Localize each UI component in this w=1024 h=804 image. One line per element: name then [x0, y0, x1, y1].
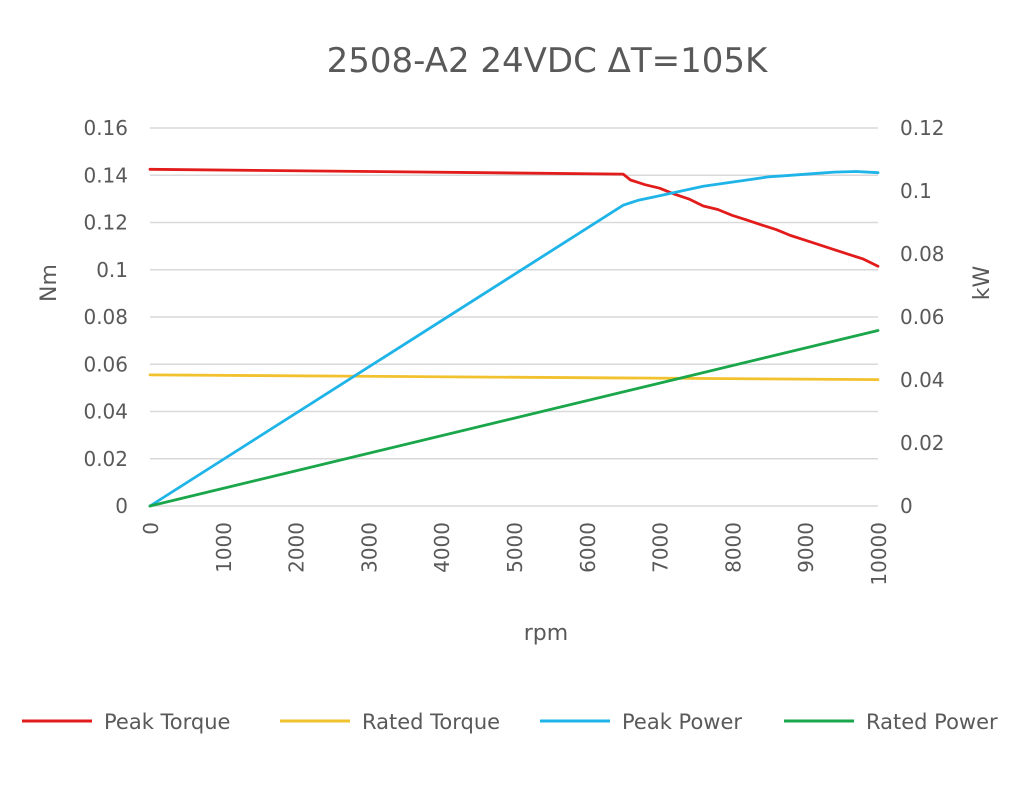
y-right-tick-label: 0 [900, 494, 913, 518]
legend-label: Peak Power [622, 710, 742, 734]
y-right-tick-label: 0.08 [900, 242, 945, 266]
y-axis-right-label: kW [970, 266, 995, 301]
y-right-tick-label: 0.1 [900, 179, 932, 203]
y-left-tick-label: 0.12 [83, 211, 128, 235]
y-left-tick-label: 0 [115, 494, 128, 518]
left-axis-ticks: 0 0.02 0.04 0.06 0.08 0.1 0.12 0.14 0.16 [83, 116, 128, 518]
y-right-tick-label: 0.04 [900, 368, 945, 392]
x-tick-label: 5000 [503, 522, 527, 573]
x-tick-label: 6000 [576, 522, 600, 573]
x-tick-label: 0 [139, 522, 163, 535]
y-left-tick-label: 0.06 [83, 352, 128, 376]
legend-label: Rated Torque [362, 710, 500, 734]
x-tick-label: 4000 [430, 522, 454, 573]
x-tick-label: 1000 [212, 522, 236, 573]
legend-label: Rated Power [866, 710, 998, 734]
y-right-tick-label: 0.02 [900, 431, 945, 455]
x-tick-label: 10000 [867, 522, 891, 586]
legend: Peak Torque Rated Torque Peak Power Rated P… [22, 710, 998, 734]
x-axis-ticks: 0 1000 2000 3000 4000 5000 6000 7000 8000 9000 100… [139, 522, 891, 586]
x-tick-label: 7000 [649, 522, 673, 573]
x-tick-label: 3000 [357, 522, 381, 573]
legend-label: Peak Torque [104, 710, 230, 734]
series-line-rated-torque [148, 373, 880, 382]
series-layer [148, 167, 880, 508]
y-left-tick-label: 0.02 [83, 447, 128, 471]
x-tick-label: 8000 [721, 522, 745, 573]
x-tick-label: 9000 [794, 522, 818, 573]
x-axis-label: rpm [524, 621, 568, 646]
series-line-peak-torque [148, 167, 880, 268]
y-left-tick-label: 0.04 [83, 400, 128, 424]
y-axis-left-label: Nm [37, 264, 62, 302]
y-right-tick-label: 0.06 [900, 305, 945, 329]
chart-title: 2508-A2 24VDC ΔT=105K [327, 41, 769, 81]
x-tick-label: 2000 [285, 522, 309, 573]
right-axis-ticks: 0 0.02 0.04 0.06 0.08 0.1 0.12 [900, 116, 945, 518]
y-left-tick-label: 0.14 [83, 163, 128, 187]
gridlines [150, 127, 878, 507]
series-line-rated-power [148, 329, 880, 508]
y-right-tick-label: 0.12 [900, 116, 945, 140]
y-left-tick-label: 0.16 [83, 116, 128, 140]
y-left-tick-label: 0.08 [83, 305, 128, 329]
y-left-tick-label: 0.1 [96, 258, 128, 282]
series-line-peak-power [148, 170, 880, 508]
